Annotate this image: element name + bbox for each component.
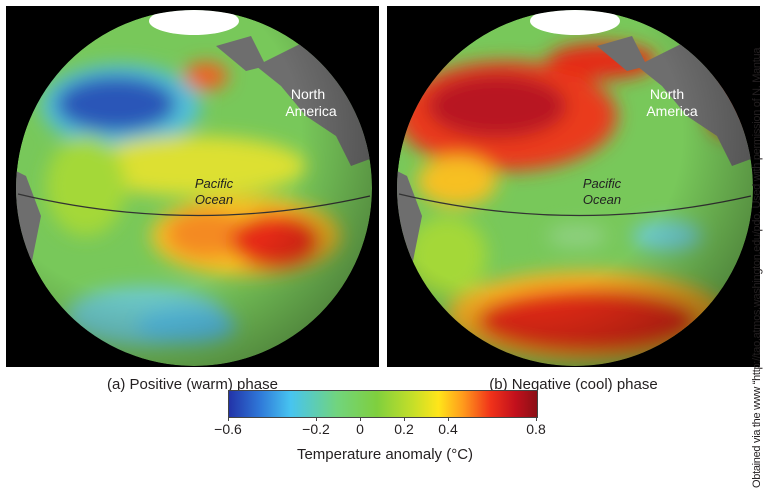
- legend-tick-label: −0.6: [214, 421, 242, 437]
- legend-title: Temperature anomaly (°C): [296, 446, 474, 463]
- north-label: North: [291, 86, 325, 102]
- legend-tick: [536, 417, 537, 421]
- north-label: North: [650, 86, 684, 102]
- legend-tick: [228, 417, 229, 421]
- legend-tick: [448, 417, 449, 421]
- warm-phase-map: North America Pacific Ocean: [6, 6, 379, 367]
- ocean-label: Ocean: [583, 192, 621, 207]
- cool-phase-globe: North America Pacific Ocean: [397, 10, 753, 366]
- image-credit: Obtained via the www “http://tao.atmos.w…: [751, 47, 763, 488]
- warm-phase-globe: North America Pacific Ocean: [16, 10, 372, 366]
- legend-tick: [316, 417, 317, 421]
- legend-tick-label: 0.4: [438, 421, 458, 437]
- legend-tick: [360, 417, 361, 421]
- legend-tick-label: 0: [356, 421, 364, 437]
- ocean-label: Ocean: [195, 192, 233, 207]
- legend-tick-label: 0.2: [394, 421, 414, 437]
- america-label: America: [646, 103, 698, 119]
- temperature-legend: −0.6 −0.2 0 0.2 0.4 0.8 Temperature anomaly (…: [205, 388, 565, 488]
- america-label: America: [285, 103, 337, 119]
- warm-phase-caption: (a) Positive (warm) phase: [107, 376, 278, 393]
- legend-tick-label: 0.8: [526, 421, 546, 437]
- pacific-label: Pacific: [583, 176, 622, 191]
- cool-phase-map: North America Pacific Ocean: [387, 6, 760, 367]
- legend-tick: [404, 417, 405, 421]
- pacific-label: Pacific: [195, 176, 234, 191]
- cool-phase-caption: (b) Negative (cool) phase: [489, 376, 658, 393]
- legend-tick-label: −0.2: [302, 421, 330, 437]
- color-scale-bar: [228, 390, 538, 418]
